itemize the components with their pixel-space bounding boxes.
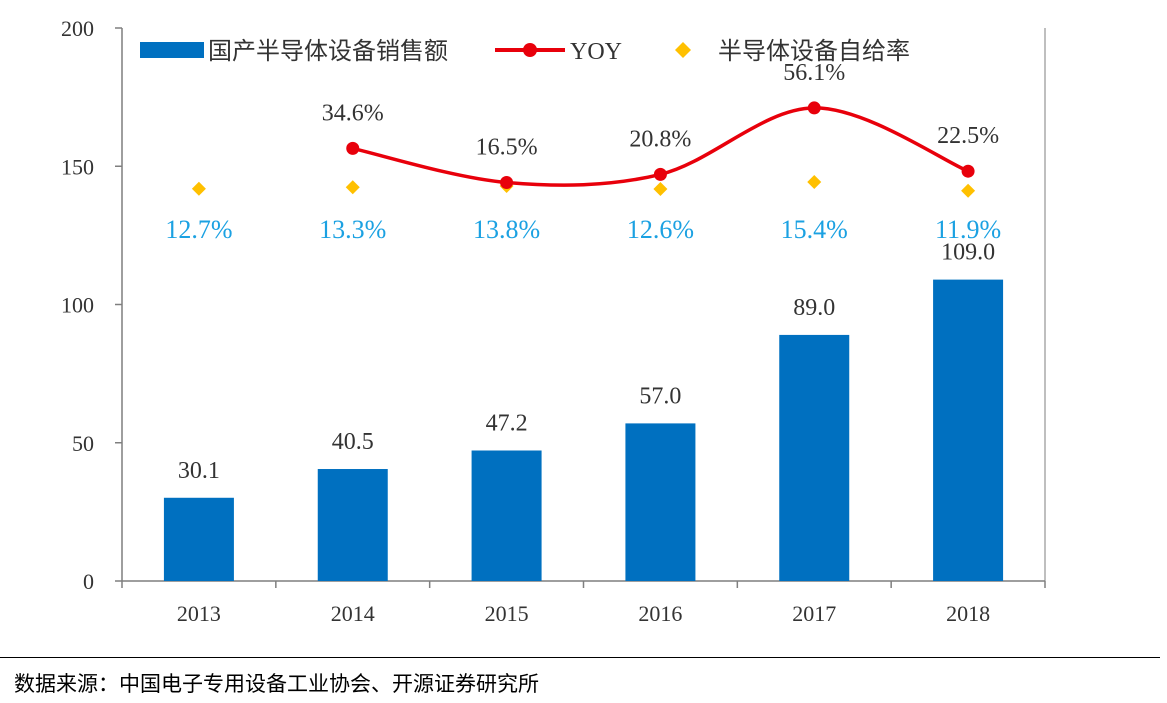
- legend-line-marker: [523, 43, 537, 57]
- yoy-value-label: 22.5%: [937, 123, 999, 149]
- x-tick-label: 2016: [638, 601, 682, 626]
- bar-value-label: 30.1: [178, 458, 220, 484]
- legend-label-sales: 国产半导体设备销售额: [208, 37, 448, 65]
- bar-value-label: 40.5: [332, 429, 374, 455]
- ratio-value-label: 11.9%: [935, 215, 1001, 244]
- bar: [779, 334, 850, 581]
- x-tick-label: 2014: [331, 601, 375, 626]
- source-divider: [0, 657, 1160, 658]
- bar-value-label: 109.0: [941, 240, 995, 266]
- chart: 0 50 100 150 200 2013 2014 2015 2016 2017 2018 30.1…: [61, 16, 1046, 626]
- yoy-marker: [653, 167, 667, 181]
- legend-label-yoy: YOY: [570, 39, 622, 65]
- bar: [933, 279, 1004, 581]
- yoy-value-label: 34.6%: [322, 100, 384, 126]
- yoy-marker: [346, 141, 360, 155]
- bar-value-label: 89.0: [793, 295, 835, 321]
- legend-bar-swatch: [140, 42, 204, 58]
- legend-diamond-swatch: [675, 42, 691, 58]
- y-tick-label: 50: [72, 431, 94, 456]
- bar-value-label: 47.2: [486, 410, 528, 436]
- yoy-value-label: 56.1%: [783, 60, 845, 86]
- y-tick-label: 200: [61, 16, 94, 41]
- x-tick-label: 2018: [946, 601, 990, 626]
- ratio-value-label: 15.4%: [781, 215, 848, 244]
- bar-value-label: 57.0: [639, 383, 681, 409]
- source-note: 数据来源：中国电子专用设备工业协会、开源证券研究所: [14, 672, 539, 696]
- ratio-value-label: 13.3%: [319, 215, 386, 244]
- y-tick-label: 0: [83, 569, 94, 594]
- ratio-value-label: 13.8%: [473, 215, 540, 244]
- bar: [471, 450, 542, 581]
- bar: [625, 423, 696, 581]
- bar: [163, 497, 234, 581]
- ratio-marker: [191, 181, 206, 196]
- yoy-marker: [807, 101, 821, 115]
- x-tick-label: 2015: [485, 601, 529, 626]
- ratio-marker: [345, 180, 360, 195]
- y-tick-label: 100: [61, 293, 94, 318]
- ratio-value-label: 12.7%: [165, 215, 232, 244]
- ratio-value-label: 12.6%: [627, 215, 694, 244]
- bar: [317, 469, 388, 581]
- yoy-marker: [500, 176, 514, 189]
- y-tick-label: 150: [61, 154, 94, 179]
- x-tick-label: 2013: [177, 601, 221, 626]
- ratio-marker: [961, 183, 976, 198]
- yoy-marker: [961, 164, 975, 178]
- ratio-marker: [807, 175, 822, 190]
- legend-label-ratio: 半导体设备自给率: [718, 37, 910, 65]
- yoy-value-label: 16.5%: [476, 135, 538, 161]
- ratio-marker: [653, 182, 668, 197]
- x-tick-label: 2017: [792, 601, 836, 626]
- yoy-value-label: 20.8%: [629, 126, 691, 152]
